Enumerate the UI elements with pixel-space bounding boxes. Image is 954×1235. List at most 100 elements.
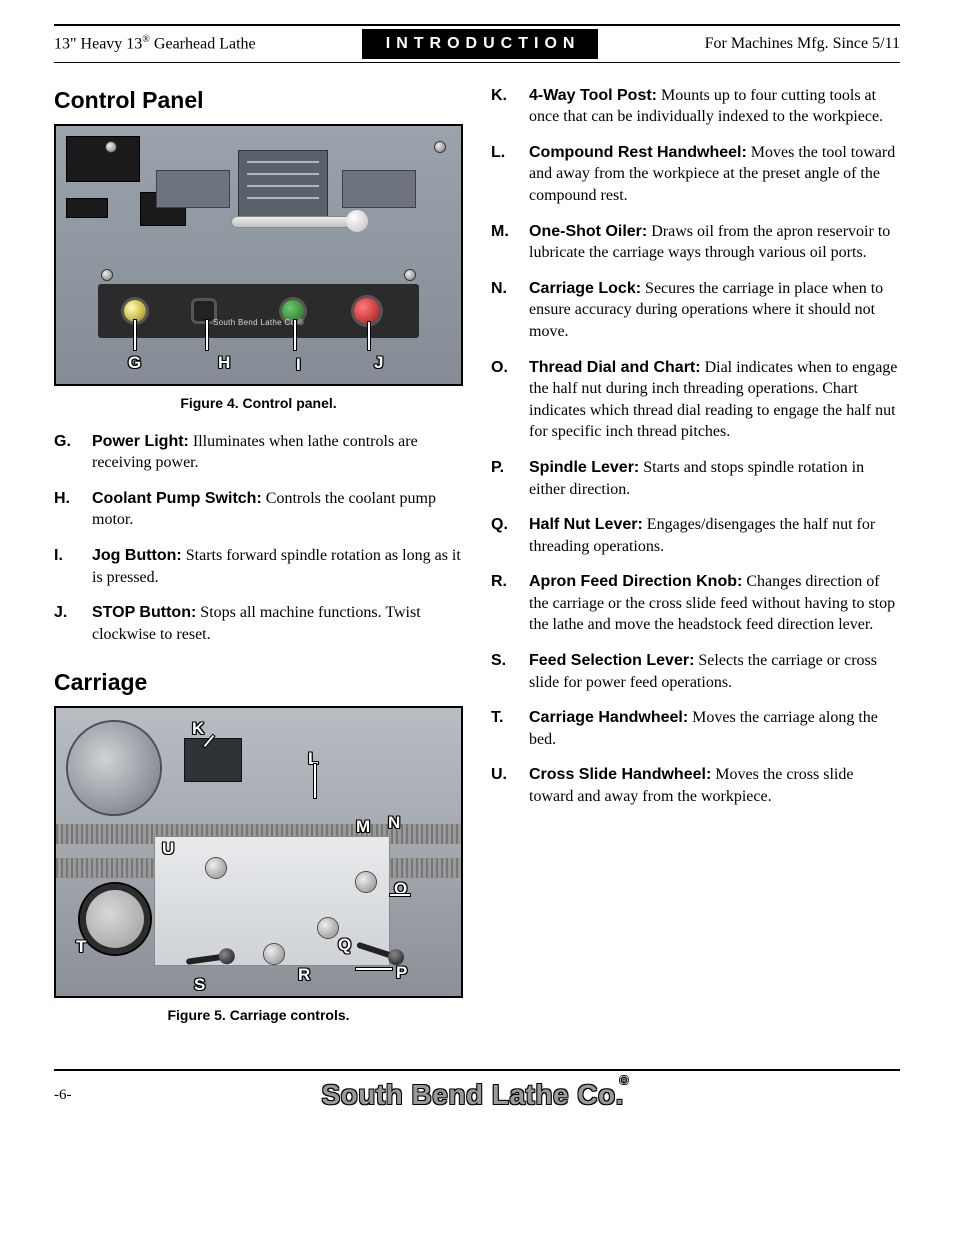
definition-marker: S. (491, 650, 529, 693)
definition-body: Carriage Lock: Secures the carriage in p… (529, 278, 900, 343)
definition-body: Coolant Pump Switch: Controls the coolan… (92, 488, 463, 531)
left-column: Control Panel (54, 85, 463, 1044)
definition-term: Cross Slide Handwheel: (529, 766, 711, 783)
definition-item: R.Apron Feed Direction Knob: Changes dir… (491, 571, 900, 636)
lever-handle (231, 216, 351, 228)
callout-p: P (396, 962, 407, 985)
definition-item: O.Thread Dial and Chart: Dial indicates … (491, 357, 900, 443)
definition-item: N.Carriage Lock: Secures the carriage in… (491, 278, 900, 343)
panel-brand-text: South Bend Lathe Co.® (98, 318, 419, 329)
section-title-control-panel: Control Panel (54, 85, 463, 116)
definition-item: H.Coolant Pump Switch: Controls the cool… (54, 488, 463, 531)
definitions-left: G.Power Light: Illuminates when lathe co… (54, 431, 463, 646)
figure-4-caption: Figure 4. Control panel. (54, 394, 463, 413)
callout-h: H (218, 352, 230, 375)
bolt-icon (106, 142, 116, 152)
definition-marker: R. (491, 571, 529, 636)
callout-r: R (298, 964, 310, 987)
definition-body: Apron Feed Direction Knob: Changes direc… (529, 571, 900, 636)
leader-line (390, 894, 410, 896)
definition-marker: K. (491, 85, 529, 128)
definition-marker: Q. (491, 514, 529, 557)
definition-body: 4-Way Tool Post: Mounts up to four cutti… (529, 85, 900, 128)
footer-brand: South Bend Lathe Co.® (321, 1076, 632, 1114)
definition-term: STOP Button: (92, 604, 196, 621)
definition-body: Feed Selection Lever: Selects the carria… (529, 650, 900, 693)
definition-body: Power Light: Illuminates when lathe cont… (92, 431, 463, 474)
definition-item: I.Jog Button: Starts forward spindle rot… (54, 545, 463, 588)
callout-o: O (394, 878, 407, 901)
section-title-carriage: Carriage (54, 667, 463, 698)
definition-item: K.4-Way Tool Post: Mounts up to four cut… (491, 85, 900, 128)
speed-chart-block (238, 150, 328, 220)
definition-body: Spindle Lever: Starts and stops spindle … (529, 457, 900, 500)
tool-post-icon (184, 738, 242, 782)
definition-marker: P. (491, 457, 529, 500)
definition-item: S.Feed Selection Lever: Selects the carr… (491, 650, 900, 693)
definition-marker: J. (54, 602, 92, 645)
callout-i: I (296, 354, 301, 377)
definition-marker: N. (491, 278, 529, 343)
definition-body: STOP Button: Stops all machine functions… (92, 602, 463, 645)
definition-marker: M. (491, 221, 529, 264)
page-footer: -6- South Bend Lathe Co.® (54, 1069, 900, 1113)
panel-illustration: South Bend Lathe Co.® G H I J (56, 126, 461, 384)
definitions-right: K.4-Way Tool Post: Mounts up to four cut… (491, 85, 900, 808)
definition-body: Thread Dial and Chart: Dial indicates wh… (529, 357, 900, 443)
carriage-illustration: K L M N O P Q R S T U (56, 708, 461, 996)
definition-term: Compound Rest Handwheel: (529, 144, 747, 161)
definition-marker: T. (491, 707, 529, 750)
definition-item: G.Power Light: Illuminates when lathe co… (54, 431, 463, 474)
bolt-icon (405, 270, 415, 280)
definition-term: Spindle Lever: (529, 459, 639, 476)
definition-body: One-Shot Oiler: Draws oil from the apron… (529, 221, 900, 264)
definition-marker: U. (491, 764, 529, 807)
definition-term: Feed Selection Lever: (529, 652, 694, 669)
definition-term: Apron Feed Direction Knob: (529, 573, 742, 590)
definition-body: Compound Rest Handwheel: Moves the tool … (529, 142, 900, 207)
callout-s: S (194, 974, 205, 997)
callout-l: L (308, 748, 318, 771)
leader-line (314, 764, 316, 798)
definition-term: Coolant Pump Switch: (92, 490, 262, 507)
page-header: 13" Heavy 13® Gearhead Lathe INTRODUCTIO… (54, 24, 900, 63)
definition-item: Q.Half Nut Lever: Engages/disengages the… (491, 514, 900, 557)
definition-marker: G. (54, 431, 92, 474)
callout-t: T (76, 936, 86, 959)
bracket-plate (156, 170, 230, 208)
definition-term: 4-Way Tool Post: (529, 87, 657, 104)
definition-body: Cross Slide Handwheel: Moves the cross s… (529, 764, 900, 807)
definition-item: U.Cross Slide Handwheel: Moves the cross… (491, 764, 900, 807)
definition-item: M.One-Shot Oiler: Draws oil from the apr… (491, 221, 900, 264)
chuck-icon (68, 722, 160, 814)
label-plate (66, 198, 108, 218)
definition-term: One-Shot Oiler: (529, 223, 647, 240)
header-right: For Machines Mfg. Since 5/11 (705, 33, 900, 55)
definition-term: Jog Button: (92, 547, 182, 564)
leader-line (356, 968, 392, 970)
handwheel-icon (80, 884, 150, 954)
definition-term: Thread Dial and Chart: (529, 359, 701, 376)
bolt-icon (102, 270, 112, 280)
callout-g: G (128, 352, 141, 375)
header-left: 13" Heavy 13® Gearhead Lathe (54, 33, 256, 55)
definition-term: Carriage Lock: (529, 280, 641, 297)
figure-5-caption: Figure 5. Carriage controls. (54, 1006, 463, 1025)
definition-term: Half Nut Lever: (529, 516, 643, 533)
definition-term: Power Light: (92, 433, 189, 450)
bracket-plate (342, 170, 416, 208)
definition-marker: O. (491, 357, 529, 443)
definition-item: J.STOP Button: Stops all machine functio… (54, 602, 463, 645)
definition-marker: L. (491, 142, 529, 207)
definition-term: Carriage Handwheel: (529, 709, 688, 726)
figure-control-panel: South Bend Lathe Co.® G H I J (54, 124, 463, 386)
definition-marker: I. (54, 545, 92, 588)
definition-body: Carriage Handwheel: Moves the carriage a… (529, 707, 900, 750)
warning-label-plate (66, 136, 140, 182)
definition-marker: H. (54, 488, 92, 531)
lever-knob (346, 210, 368, 232)
two-column-layout: Control Panel (54, 85, 900, 1044)
header-center-badge: INTRODUCTION (362, 29, 599, 59)
definition-item: L.Compound Rest Handwheel: Moves the too… (491, 142, 900, 207)
control-strip: South Bend Lathe Co.® (98, 284, 419, 338)
